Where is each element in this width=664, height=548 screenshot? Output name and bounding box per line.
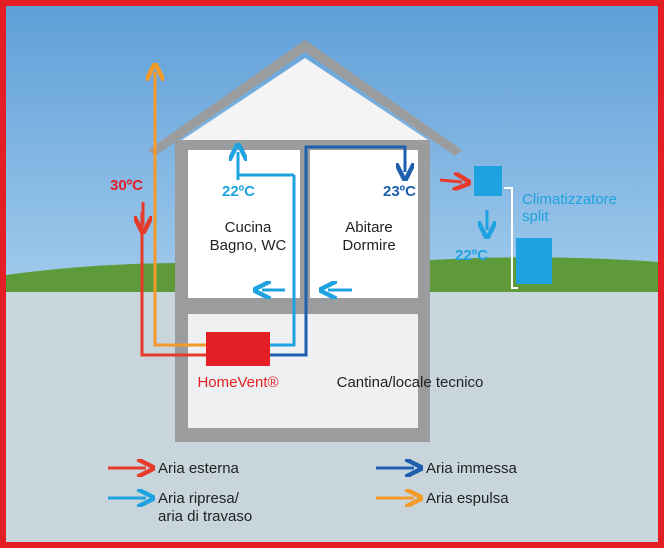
legend-label: Aria ripresa/ [158,490,240,507]
homevent-unit [206,332,270,366]
room-label: Dormire [342,237,395,254]
room-label: Abitare [345,219,393,236]
temperature: 22ºC [455,247,488,264]
split-indoor [474,166,502,196]
legend-label: aria di travaso [158,508,252,525]
legend-label: Aria immessa [426,460,518,477]
split-input-arrow [439,180,462,182]
exhaust-duct [155,72,206,347]
temperature: 23ºC [383,183,416,200]
room-label: Bagno, WC [210,237,287,254]
supply-duct [270,145,405,357]
temperature: 22ºC [222,183,255,200]
temperature: 30ºC [110,177,143,194]
device-label: Climatizzatore [522,191,617,208]
legend-label: Aria esterna [158,460,240,477]
device-label: split [522,208,550,225]
split-line [504,187,518,289]
basement [188,314,418,428]
split-outdoor [516,238,552,284]
attic [182,58,428,140]
device-label: HomeVent® [197,374,278,391]
outdoor-duct [140,212,206,357]
room-label: Cucina [225,219,272,236]
room-label: Cantina/locale tecnico [337,374,484,391]
legend-label: Aria espulsa [426,490,509,507]
